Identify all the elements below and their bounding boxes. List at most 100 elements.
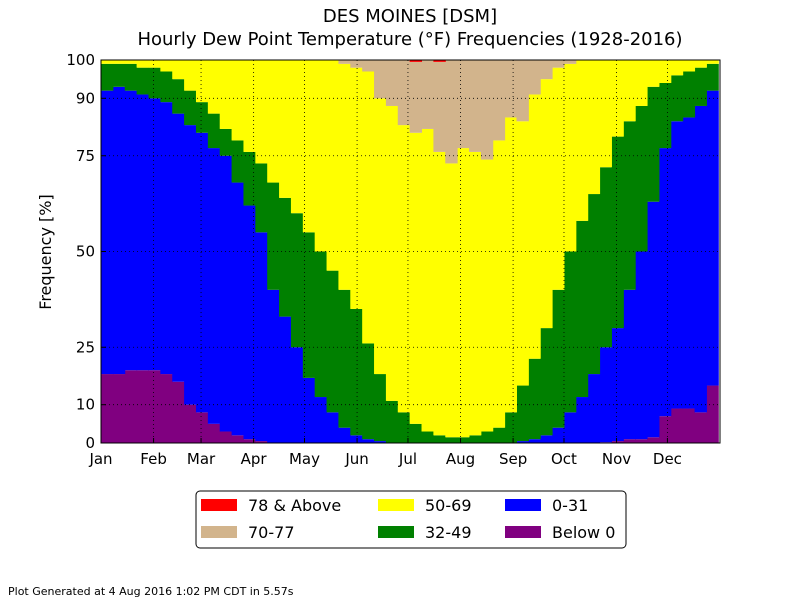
step-bar — [575, 397, 589, 443]
x-tick-label: Feb — [140, 450, 167, 468]
step-bar — [575, 220, 589, 398]
step-bar — [136, 67, 149, 95]
x-tick-label: Nov — [602, 450, 631, 468]
step-bar — [172, 113, 185, 382]
step-bar — [207, 113, 221, 149]
step-bar — [706, 385, 719, 443]
x-tick-label: Jun — [344, 450, 368, 468]
step-bar — [362, 71, 375, 344]
step-bar — [457, 437, 470, 443]
step-bar — [409, 132, 423, 424]
step-bar — [374, 441, 387, 443]
legend-label: 32-49 — [425, 523, 472, 542]
step-bar — [326, 270, 339, 413]
step-bar — [587, 194, 601, 375]
x-tick-label: Oct — [551, 450, 577, 468]
step-bar — [184, 125, 197, 405]
step-bar — [243, 439, 256, 443]
step-bar — [623, 289, 636, 440]
step-bar — [623, 60, 636, 122]
y-tick-label: 10 — [76, 396, 95, 414]
step-bar — [160, 60, 173, 72]
step-bar — [445, 163, 458, 438]
legend-label: 70-77 — [248, 523, 295, 542]
step-bar — [374, 98, 387, 375]
step-bar — [160, 71, 173, 103]
step-bar — [195, 132, 209, 413]
x-tick-label: May — [289, 450, 320, 468]
step-bar — [504, 412, 517, 443]
step-bar — [658, 60, 672, 83]
step-bar — [480, 159, 494, 432]
step-bar — [172, 79, 185, 114]
step-bar — [682, 117, 696, 409]
plot-frame — [100, 59, 721, 444]
x-tick-label: Aug — [446, 450, 475, 468]
step-bar — [350, 308, 363, 436]
step-bar — [540, 328, 553, 436]
step-bar — [563, 412, 577, 443]
step-bar — [112, 86, 126, 375]
step-bar — [338, 63, 351, 290]
step-bar — [136, 370, 149, 443]
step-bar — [101, 63, 114, 91]
step-bar — [374, 374, 387, 442]
step-bar — [575, 60, 589, 221]
step-bar — [706, 90, 719, 386]
step-bar — [599, 347, 612, 443]
step-bar — [682, 71, 696, 118]
step-bar — [516, 385, 529, 442]
step-bar — [350, 67, 363, 309]
step-bar — [338, 427, 351, 443]
step-bar — [445, 60, 458, 164]
step-bar — [587, 374, 601, 443]
step-bar — [397, 125, 411, 413]
step-bar — [302, 232, 316, 378]
step-bar — [148, 60, 161, 68]
legend-swatch — [201, 526, 237, 538]
x-tick-label: Jan — [88, 450, 112, 468]
step-bar — [338, 60, 351, 64]
step-bar — [421, 128, 434, 432]
legend-swatch — [378, 499, 414, 511]
step-bar — [338, 289, 351, 428]
legend-swatch — [378, 526, 414, 538]
step-bar — [374, 60, 387, 99]
step-bar — [599, 167, 612, 348]
step-bar — [492, 427, 506, 443]
step-bar — [124, 63, 138, 91]
step-bar — [421, 60, 434, 129]
step-bar — [504, 60, 517, 118]
step-bar — [563, 63, 577, 252]
step-bar — [362, 343, 375, 440]
step-bar — [682, 408, 696, 443]
legend-label: 0-31 — [552, 496, 588, 515]
step-bar — [480, 60, 494, 160]
step-bar — [647, 437, 660, 443]
step-bar — [101, 90, 114, 375]
y-tick-label: 75 — [76, 147, 95, 165]
step-bar — [694, 412, 707, 443]
step-bar — [563, 60, 577, 64]
step-bar — [469, 60, 482, 152]
legend-label: 78 & Above — [248, 496, 341, 515]
step-bar — [231, 182, 244, 436]
step-bar — [397, 412, 411, 443]
step-bar — [469, 435, 482, 443]
step-bar — [480, 431, 494, 443]
y-tick-label: 0 — [85, 434, 95, 452]
step-bar — [148, 370, 161, 443]
step-bar — [528, 358, 541, 440]
step-bar — [172, 381, 185, 443]
legend-label: Below 0 — [552, 523, 615, 542]
chart-subtitle: Hourly Dew Point Temperature (°F) Freque… — [137, 29, 682, 50]
step-bar — [255, 441, 268, 443]
step-bar — [350, 435, 363, 443]
step-bar — [670, 121, 684, 409]
step-bar — [350, 60, 363, 68]
step-bar — [362, 60, 375, 72]
step-bar — [469, 151, 482, 436]
y-tick-label: 25 — [76, 338, 95, 356]
step-bar — [279, 60, 292, 198]
step-bar — [255, 163, 268, 233]
